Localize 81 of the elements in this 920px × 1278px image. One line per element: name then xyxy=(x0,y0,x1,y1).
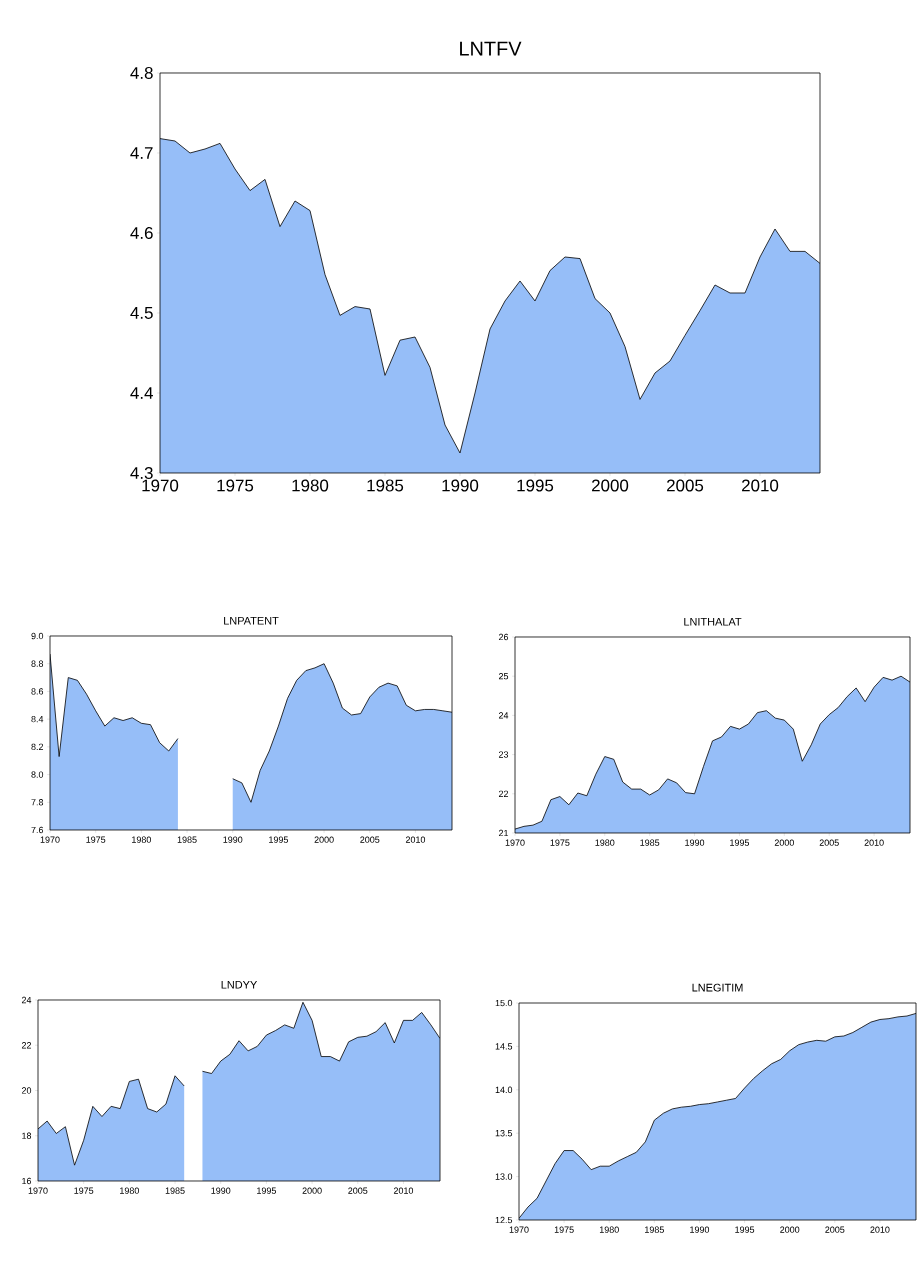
y-tick-label: 7.8 xyxy=(31,799,44,806)
x-tick-label: 2000 xyxy=(592,479,629,492)
x-tick-label: 1980 xyxy=(595,839,615,846)
chart-title: LNDYY xyxy=(221,980,258,989)
x-tick-label: 2005 xyxy=(360,836,380,843)
y-tick-label: 24 xyxy=(21,996,32,1004)
x-tick-label: 1970 xyxy=(142,479,179,492)
x-tick-label: 1985 xyxy=(640,839,660,846)
x-tick-label: 1970 xyxy=(509,1226,529,1233)
y-tick-label: 8.2 xyxy=(31,743,44,751)
x-tick-label: 1970 xyxy=(28,1187,48,1194)
x-tick-label: 1980 xyxy=(132,836,151,843)
y-tick-label: 21 xyxy=(498,829,509,837)
y-tick-label: 8.8 xyxy=(31,660,44,667)
x-tick-label: 2010 xyxy=(870,1226,890,1233)
x-tick-label: 2000 xyxy=(314,836,334,843)
x-tick-label: 2005 xyxy=(819,839,839,846)
x-tick-label: 1985 xyxy=(177,836,197,843)
x-tick-label: 2005 xyxy=(825,1226,845,1233)
y-tick-label: 8.4 xyxy=(31,715,44,723)
y-tick-label: 14.0 xyxy=(495,1086,513,1093)
x-tick-label: 2000 xyxy=(774,839,794,846)
x-tick-label: 1990 xyxy=(223,836,243,843)
x-tick-label: 1985 xyxy=(367,479,404,492)
x-tick-label: 1980 xyxy=(292,479,329,492)
chart-title: LNPATENT xyxy=(224,616,279,625)
y-tick-label: 16 xyxy=(22,1177,32,1185)
x-tick-label: 1975 xyxy=(550,839,570,846)
y-tick-label: 7.6 xyxy=(31,826,44,834)
y-tick-label: 4.6 xyxy=(130,226,153,239)
x-tick-label: 2000 xyxy=(780,1226,800,1233)
chart-title: LNTFV xyxy=(460,41,522,56)
x-tick-label: 2010 xyxy=(742,479,779,492)
y-tick-label: 25 xyxy=(498,673,509,680)
x-tick-label: 2005 xyxy=(667,479,704,492)
x-tick-label: 1970 xyxy=(40,836,60,843)
x-tick-label: 2005 xyxy=(348,1187,368,1194)
y-tick-label: 13.0 xyxy=(495,1173,513,1180)
x-tick-label: 1980 xyxy=(120,1187,139,1194)
y-tick-label: 24 xyxy=(498,712,509,719)
chart-title: LNITHALAT xyxy=(684,617,742,626)
x-tick-label: 1980 xyxy=(599,1226,619,1233)
chart-title: LNEGITIM xyxy=(692,983,743,992)
x-tick-label: 1995 xyxy=(269,836,288,843)
x-tick-label: 1990 xyxy=(690,1226,710,1233)
x-tick-label: 1995 xyxy=(735,1226,755,1233)
y-tick-label: 4.8 xyxy=(130,66,153,79)
x-tick-label: 1990 xyxy=(442,479,479,492)
y-tick-label: 20 xyxy=(21,1087,32,1094)
y-tick-label: 8.0 xyxy=(31,771,44,778)
x-tick-label: 1990 xyxy=(211,1187,231,1194)
x-tick-label: 2010 xyxy=(405,836,426,843)
y-tick-label: 4.5 xyxy=(130,307,153,319)
x-tick-label: 1975 xyxy=(554,1226,574,1233)
x-tick-label: 2010 xyxy=(393,1187,414,1194)
y-tick-label: 12.5 xyxy=(495,1216,513,1224)
y-tick-label: 4.3 xyxy=(130,466,153,479)
y-tick-label: 8.6 xyxy=(31,688,44,695)
x-tick-label: 1995 xyxy=(730,839,750,846)
x-tick-label: 1985 xyxy=(165,1187,185,1194)
y-tick-label: 9.0 xyxy=(31,632,44,640)
y-tick-label: 15.0 xyxy=(495,999,513,1007)
y-tick-label: 22 xyxy=(21,1042,32,1049)
x-tick-label: 1975 xyxy=(74,1187,94,1194)
x-tick-label: 1970 xyxy=(505,839,525,846)
x-tick-label: 2010 xyxy=(864,839,884,846)
y-tick-label: 4.4 xyxy=(130,387,153,399)
x-tick-label: 2000 xyxy=(302,1187,322,1194)
y-tick-label: 23 xyxy=(498,751,509,758)
x-tick-label: 1990 xyxy=(685,839,705,846)
y-tick-label: 4.7 xyxy=(130,147,153,159)
y-tick-label: 26 xyxy=(498,633,509,641)
y-tick-label: 22 xyxy=(498,790,509,797)
y-tick-label: 13.5 xyxy=(495,1130,513,1137)
x-tick-label: 1995 xyxy=(517,479,554,492)
x-tick-label: 1985 xyxy=(645,1226,664,1233)
y-tick-label: 14.5 xyxy=(495,1043,513,1050)
x-tick-label: 1995 xyxy=(257,1187,276,1194)
x-tick-label: 1975 xyxy=(217,479,254,492)
x-tick-label: 1975 xyxy=(86,836,106,843)
y-tick-label: 18 xyxy=(22,1132,32,1139)
